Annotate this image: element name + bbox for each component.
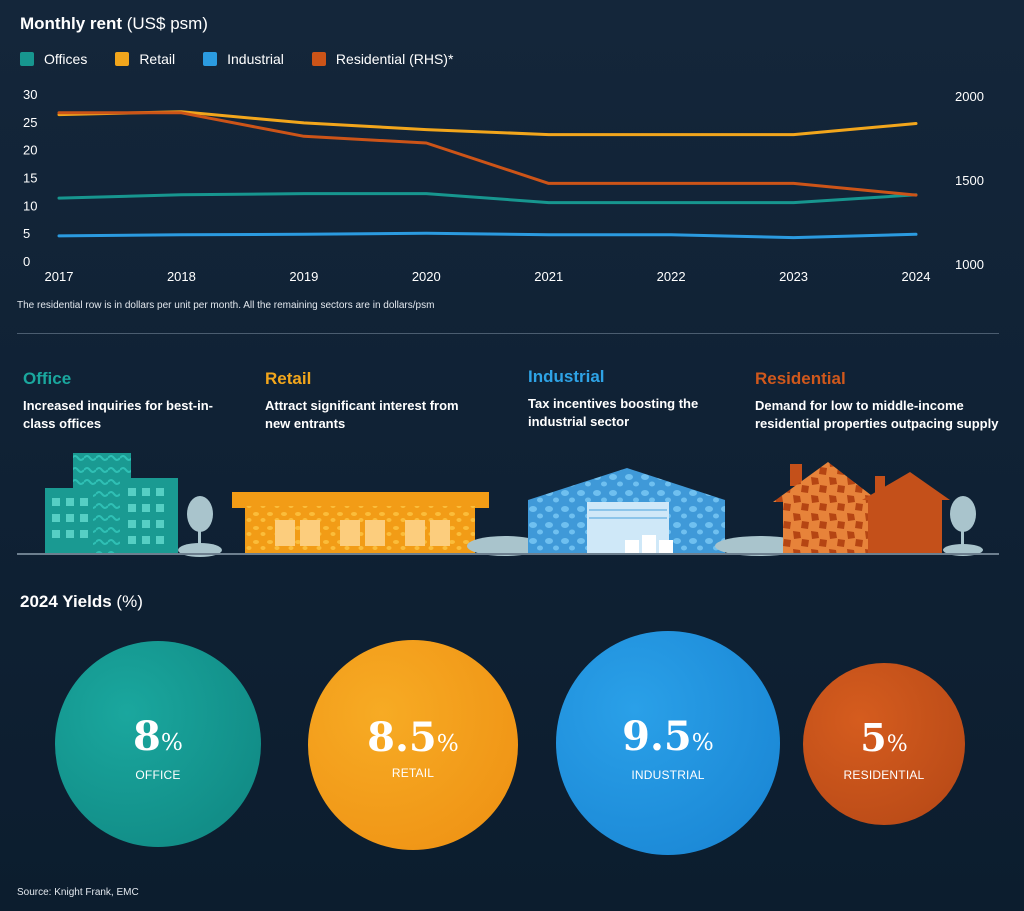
- sector-title: Residential: [755, 369, 846, 388]
- legend-label: Retail: [139, 51, 176, 67]
- chart-title: Monthly rent (US$ psm): [20, 14, 208, 33]
- y-tick-left: 15: [23, 171, 37, 186]
- yield-label: INDUSTRIAL: [631, 768, 705, 782]
- residential-house-icon: [773, 462, 950, 553]
- yield-value: 8.5%: [367, 714, 459, 761]
- x-tick: 2021: [534, 269, 563, 284]
- sector-retail: Retail Attract significant interest from…: [265, 369, 459, 433]
- bush-icon: [715, 536, 805, 556]
- legend-swatch: [20, 52, 34, 66]
- legend-label: Residential (RHS)*: [335, 51, 454, 67]
- legend-item-retail: Retail: [115, 51, 175, 67]
- chart-legend: Offices Retail Industrial Residential (R…: [20, 51, 481, 67]
- series-line-offices: [57, 192, 918, 205]
- yield-label: RETAIL: [391, 766, 435, 780]
- ground-line: [17, 553, 999, 555]
- y-tick-left: 5: [23, 226, 30, 241]
- series-line-industrial: [57, 231, 918, 240]
- sector-title: Industrial: [528, 367, 605, 386]
- y-tick-right: 1000: [955, 257, 984, 272]
- yield-circle-office: 8% OFFICE: [55, 641, 261, 847]
- legend-item-residential: Residential (RHS)*: [311, 51, 454, 67]
- y-tick-right: 1500: [955, 173, 984, 188]
- legend-swatch: [115, 52, 130, 66]
- yield-circle-retail: 8.5% RETAIL: [308, 640, 518, 850]
- series-line-retail: [57, 110, 918, 137]
- legend-item-offices: Offices: [20, 51, 87, 67]
- line-chart: 30 25 20 15 10 5 0 2000 1500 1000 2017 2018 2019 2020…: [23, 87, 984, 284]
- yield-label: RESIDENTIAL: [843, 768, 925, 782]
- yield-circle-residential: 5% RESIDENTIAL: [803, 663, 965, 825]
- sector-industrial: Industrial Tax incentives boosting the in…: [528, 367, 698, 431]
- y-tick-right: 2000: [955, 89, 984, 104]
- chart-footnote: The residential row is in dollars per un…: [17, 300, 435, 311]
- sector-desc: Attract significant interest from new ent…: [265, 398, 459, 431]
- yield-circle-industrial: 9.5% INDUSTRIAL: [556, 631, 780, 855]
- y-tick-left: 0: [23, 254, 30, 269]
- x-tick: 2019: [289, 269, 318, 284]
- yield-value: 5%: [860, 715, 908, 760]
- sector-desc: Demand for low to middle-income residenti…: [755, 398, 999, 431]
- office-building-icon: [45, 453, 178, 553]
- yields-title: 2024 Yields (%): [20, 592, 143, 611]
- x-tick: 2024: [902, 269, 931, 284]
- y-tick-left: 20: [23, 143, 37, 158]
- sector-desc: Tax incentives boosting the industrial se…: [528, 396, 699, 429]
- industrial-building-icon: [528, 468, 725, 553]
- retail-building-icon: [232, 492, 489, 553]
- yield-label: OFFICE: [135, 768, 181, 782]
- sector-title: Office: [23, 369, 72, 388]
- y-tick-left: 25: [23, 115, 37, 130]
- y-tick-left: 30: [23, 87, 37, 102]
- x-tick: 2018: [167, 269, 196, 284]
- x-tick: 2022: [657, 269, 686, 284]
- sector-title: Retail: [265, 369, 312, 388]
- legend-swatch: [311, 52, 326, 66]
- legend-label: Offices: [44, 51, 88, 67]
- legend-label: Industrial: [227, 51, 284, 67]
- buildings-illustration: [45, 453, 983, 557]
- series-line-residential-rhs: [57, 111, 918, 197]
- x-tick: 2020: [412, 269, 441, 284]
- sector-residential: Residential Demand for low to middle-inc…: [755, 369, 998, 433]
- legend-item-industrial: Industrial: [203, 51, 284, 67]
- section-divider: [17, 333, 999, 334]
- tree-icon: [178, 496, 222, 557]
- bush-icon: [467, 536, 543, 556]
- x-tick: 2017: [45, 269, 74, 284]
- legend-swatch: [203, 52, 218, 66]
- y-tick-left: 10: [23, 198, 37, 213]
- yield-value: 9.5%: [622, 713, 714, 760]
- tree-icon: [943, 496, 983, 556]
- sector-desc: Increased inquiries for best-in-class of…: [23, 398, 213, 431]
- source-note: Source: Knight Frank, EMC: [17, 887, 139, 898]
- yield-value: 8%: [133, 713, 183, 760]
- sector-office: Office Increased inquiries for best-in-c…: [23, 369, 213, 433]
- x-tick: 2023: [779, 269, 808, 284]
